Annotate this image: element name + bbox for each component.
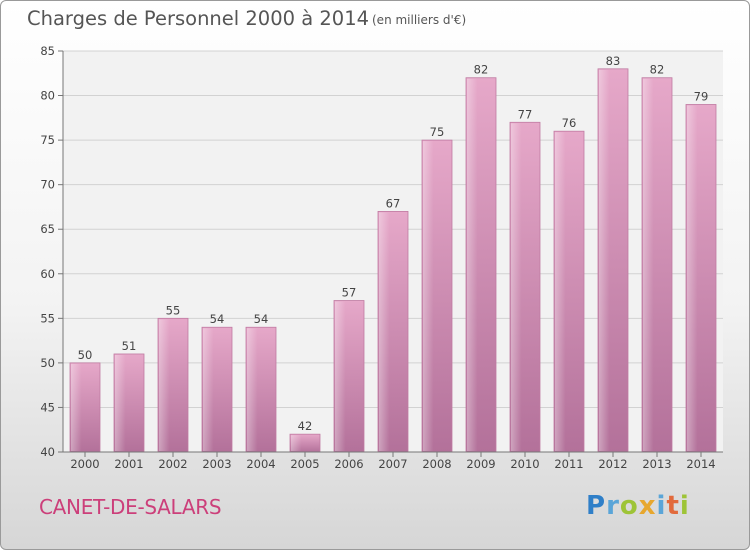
bar-value-label: 79 [694, 89, 709, 103]
y-tick-label: 80 [40, 89, 55, 103]
y-tick-label: 50 [40, 356, 55, 370]
bar-highlight [159, 319, 170, 451]
x-tick-label: 2008 [422, 457, 451, 471]
bar-value-label: 83 [606, 54, 621, 68]
chart-title: Charges de Personnel 2000 à 2014 [27, 7, 370, 30]
bar-value-label: 54 [210, 312, 225, 326]
chart-unit: (en milliers d'€) [372, 13, 467, 27]
x-tick-label: 2007 [378, 457, 407, 471]
x-tick-label: 2000 [70, 457, 99, 471]
y-tick-label: 40 [40, 445, 55, 459]
y-tick-label: 60 [40, 267, 55, 281]
bar-highlight [291, 435, 302, 451]
logo-letter: t [666, 491, 680, 521]
x-tick-label: 2013 [642, 457, 671, 471]
proxiti-logo: Proxiti [586, 491, 690, 521]
bar-highlight [203, 328, 214, 451]
logo-letter: i [679, 491, 690, 521]
bar-value-label: 54 [254, 312, 269, 326]
y-tick-label: 85 [40, 44, 55, 58]
bar-value-label: 42 [298, 419, 313, 433]
x-tick-label: 2012 [598, 457, 627, 471]
logo-letter: o [619, 491, 639, 521]
y-tick-label: 65 [40, 222, 55, 236]
bar-value-label: 55 [166, 303, 181, 317]
x-tick-label: 2014 [686, 457, 715, 471]
bar-value-label: 82 [650, 63, 665, 77]
bar-highlight [511, 123, 522, 452]
x-tick-label: 2011 [554, 457, 583, 471]
bar-highlight [687, 105, 698, 451]
bar-highlight [555, 132, 566, 451]
y-tick-label: 70 [40, 178, 55, 192]
bar-value-label: 50 [78, 348, 93, 362]
logo-letter: i [656, 491, 667, 521]
x-tick-label: 2010 [510, 457, 539, 471]
logo-letter: P [586, 491, 607, 521]
bar-value-label: 57 [342, 286, 357, 300]
bar-highlight [115, 354, 126, 451]
logo-letter: r [606, 491, 620, 521]
commune-name: CANET-DE-SALARS [39, 495, 222, 519]
x-tick-label: 2001 [114, 457, 143, 471]
x-tick-label: 2002 [158, 457, 187, 471]
bar-highlight [599, 69, 610, 452]
bar-value-label: 75 [430, 125, 445, 139]
bar-highlight [423, 141, 434, 451]
bar-highlight [247, 328, 258, 451]
x-tick-label: 2003 [202, 457, 231, 471]
x-tick-label: 2004 [246, 457, 275, 471]
bar-highlight [379, 212, 390, 451]
logo-letter: x [638, 491, 657, 521]
bar-value-label: 77 [518, 107, 533, 121]
y-tick-label: 75 [40, 133, 55, 147]
bar-highlight [335, 301, 346, 451]
bar-highlight [71, 363, 82, 451]
bar-highlight [467, 78, 478, 451]
bar-value-label: 76 [562, 116, 577, 130]
bar-value-label: 82 [474, 63, 489, 77]
bar-highlight [643, 78, 654, 451]
y-tick-label: 45 [40, 400, 55, 414]
y-tick-label: 55 [40, 311, 55, 325]
bar-value-label: 51 [122, 339, 137, 353]
x-tick-label: 2009 [466, 457, 495, 471]
bar-value-label: 67 [386, 196, 401, 210]
x-tick-label: 2006 [334, 457, 363, 471]
x-tick-label: 2005 [290, 457, 319, 471]
